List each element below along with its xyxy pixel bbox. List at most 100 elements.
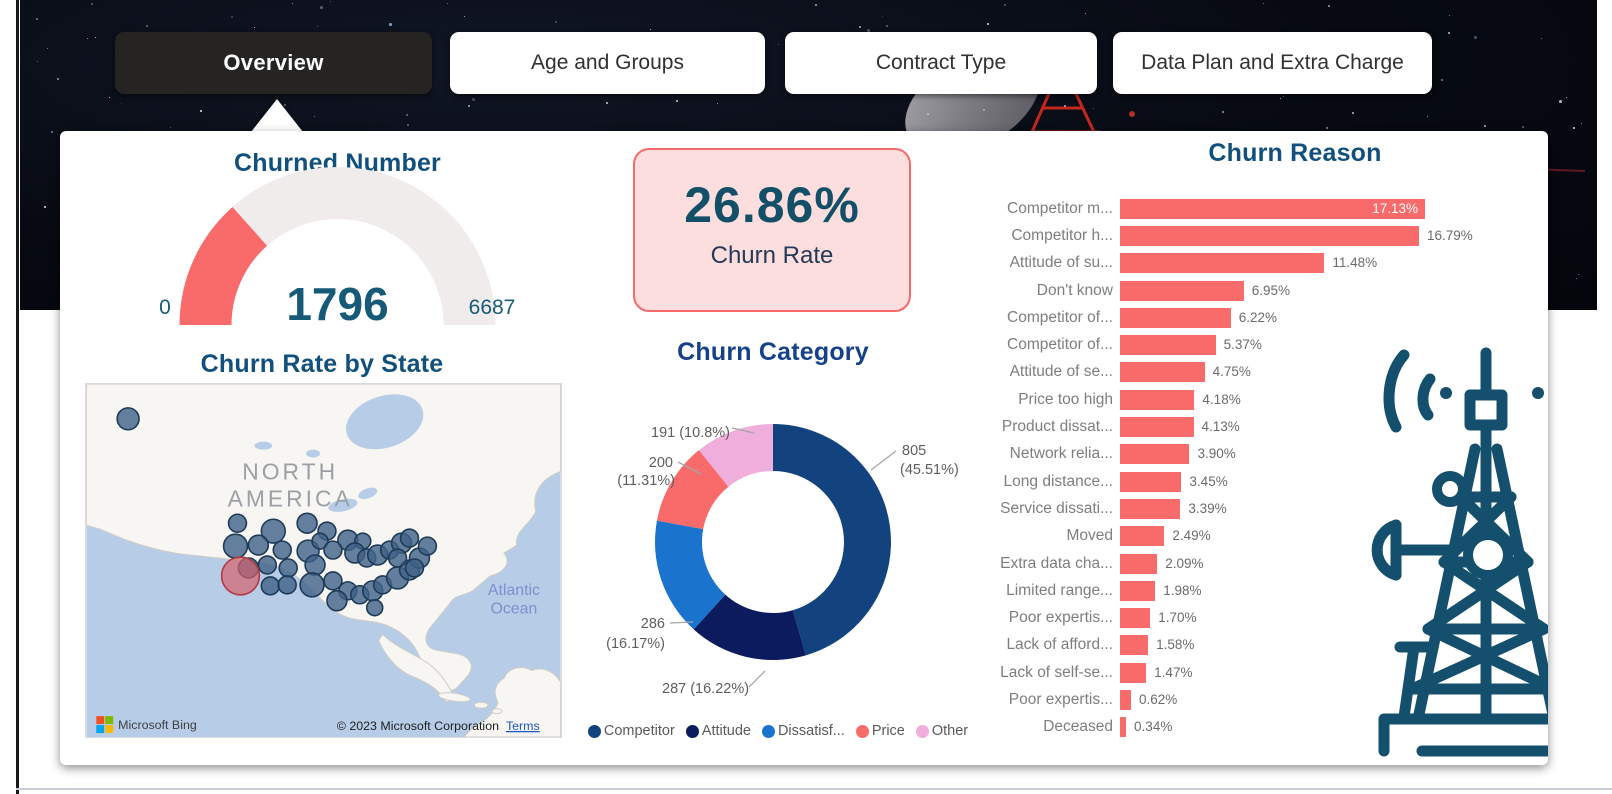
bar[interactable] [1120,253,1324,273]
map-terms-link[interactable]: Terms [506,719,540,733]
star [37,61,38,62]
callout-competitor-line1: 805 [902,443,926,459]
callout-attitude: 287 (16.22%) [662,681,749,697]
tab-age-and-groups[interactable]: Age and Groups [450,32,765,94]
state-bubble[interactable] [300,573,324,597]
state-bubble[interactable] [367,600,383,616]
tab-contract-type[interactable]: Contract Type [785,32,1097,94]
state-bubble[interactable] [229,514,247,532]
state-bubble[interactable] [258,556,276,574]
star [254,27,255,28]
star [886,25,888,27]
star [1541,38,1542,39]
state-bubble[interactable] [389,549,407,567]
tower-antenna [1470,353,1502,449]
legend-item-other[interactable]: Other [916,723,968,739]
bar[interactable] [1120,444,1189,464]
state-bubble[interactable] [273,541,291,559]
legend-label: Price [872,723,905,739]
bar-value-label: 0.34% [1134,717,1172,737]
star [1222,111,1224,113]
state-bubble[interactable] [279,559,297,577]
bar[interactable] [1120,472,1181,492]
state-bubble[interactable] [297,513,317,533]
legend-dot [762,725,775,738]
legend-item-competitor[interactable]: Competitor [588,723,675,739]
callout-dissatisfaction-line2: (16.17%) [606,636,665,652]
bar[interactable] [1120,499,1180,519]
bar[interactable] [1120,663,1146,683]
legend-dot [856,725,869,738]
bar[interactable] [1120,417,1194,437]
state-bubble[interactable] [261,577,279,595]
bar-value-label: 1.58% [1156,635,1194,655]
star [389,23,392,26]
bar[interactable] [1120,362,1205,382]
bar[interactable] [1120,335,1216,355]
bar-category-label: Lack of afford... [988,636,1120,654]
star [1578,274,1579,275]
legend-label: Competitor [604,723,675,739]
bar-value-label: 4.13% [1202,417,1240,437]
bar-category-label: Long distance... [988,473,1120,491]
legend-item-dissatisf-[interactable]: Dissatisf... [762,723,845,739]
bar[interactable] [1120,581,1155,601]
bar[interactable] [1120,390,1194,410]
star [1449,15,1450,16]
state-bubble[interactable] [327,591,347,611]
star [778,44,779,45]
star [320,6,323,9]
bar[interactable] [1120,608,1150,628]
bar-value-label: 6.22% [1239,308,1277,328]
bar-value-label: 4.18% [1202,390,1240,410]
legend-item-price[interactable]: Price [856,723,905,739]
bar-track: 17.13% [1120,199,1544,219]
bar[interactable] [1120,690,1131,710]
tab-data-plan-extra-charge[interactable]: Data Plan and Extra Charge [1113,32,1432,94]
state-bubble[interactable] [117,408,139,430]
state-bubble-highlighted[interactable] [222,557,260,595]
star [170,127,171,128]
state-bubble[interactable] [224,534,248,558]
star [1573,127,1575,129]
map-attribution: © 2023 Microsoft Corporation [337,719,499,733]
star [44,206,46,208]
star [447,3,448,4]
bar[interactable] [1120,635,1148,655]
bar-category-label: Attitude of se... [988,363,1120,381]
bar-value-label: 3.45% [1189,472,1227,492]
tower-base [1384,719,1548,751]
bar[interactable] [1120,308,1231,328]
tab-overview[interactable]: Overview [115,32,432,94]
star [87,38,88,39]
bar[interactable] [1120,281,1244,301]
star [1566,97,1567,98]
bar-category-label: Competitor h... [988,227,1120,245]
state-bubble[interactable] [401,529,419,547]
churn-rate-label: Churn Rate [635,242,909,270]
bar[interactable] [1120,554,1157,574]
bar[interactable] [1120,717,1126,737]
star [1280,98,1281,99]
callout-price-line2: (11.31%) [617,473,675,489]
map-region-label-line1: NORTH [242,458,338,484]
bing-map[interactable]: NORTH AMERICA Atlantic Ocean Microsoft B… [85,383,562,738]
state-bubble[interactable] [418,537,436,555]
state-bubble[interactable] [406,559,424,577]
gauge-min-label: 0 [145,296,185,320]
bar-row: Attitude of su... 11.48% [988,250,1544,277]
star [109,97,110,98]
legend-item-attitude[interactable]: Attitude [686,723,751,739]
star [464,16,465,17]
state-bubble[interactable] [248,535,268,555]
legend-label: Dissatisf... [778,723,845,739]
bar-category-label: Network relia... [988,445,1120,463]
state-bubble[interactable] [278,576,296,594]
bar[interactable] [1120,226,1419,246]
state-bubble[interactable] [305,555,325,575]
bar[interactable] [1120,526,1164,546]
star [1448,32,1450,34]
star [1093,108,1094,109]
bing-logo-label: Microsoft Bing [118,718,197,732]
state-bubble[interactable] [324,541,342,559]
